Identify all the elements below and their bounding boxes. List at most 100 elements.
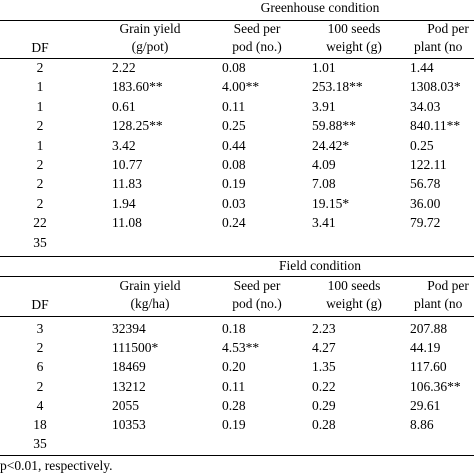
field-header-seed-weight-line2: weight (g) [326, 296, 382, 311]
cell-seed-weight: 0.28 [312, 417, 336, 432]
cell-pod-per-plant: 56.78 [410, 176, 441, 192]
cell-df: 1 [36, 98, 44, 114]
greenhouse-header-grain-yield-line2: (g/pot) [131, 39, 169, 54]
footnote: p<0.01, respectively. [0, 458, 113, 473]
cell-df: 35 [33, 436, 47, 452]
cell-seed-per-pod: 0.20 [222, 359, 246, 375]
cell-grain-yield: 2055 [112, 397, 139, 413]
cell-df: 2 [36, 157, 44, 172]
cell-df: 2 [36, 118, 44, 134]
greenhouse-header-df: DF [31, 40, 49, 55]
cell-grain-yield: 18469 [112, 359, 146, 375]
cell-pod-per-plant: 29.61 [410, 397, 441, 413]
cell-seed-weight: 59.88** [312, 118, 356, 134]
greenhouse-header-seed-weight-line2: weight (g) [326, 39, 382, 54]
cell-seed-weight: 0.29 [312, 397, 336, 413]
cell-pod-per-plant: 117.60 [410, 359, 447, 375]
cell-seed-per-pod: 0.24 [222, 215, 246, 231]
cell-seed-weight: 253.18** [312, 79, 363, 95]
cell-df: 2 [36, 340, 44, 356]
cell-grain-yield: 2.22 [112, 60, 136, 75]
cell-seed-per-pod: 0.11 [222, 378, 246, 394]
cell-seed-per-pod: 0.25 [222, 118, 246, 134]
cell-df: 2 [36, 378, 44, 394]
cell-pod-per-plant: 840.11** [410, 118, 461, 134]
field-title: Field condition [278, 258, 362, 273]
cell-pod-per-plant: 1308.03* [410, 79, 461, 95]
cell-df: 2 [36, 195, 44, 211]
cell-seed-weight: 3.91 [312, 98, 336, 114]
cell-seed-weight: 4.09 [312, 157, 336, 172]
field-header-grain-yield-line1: Grain yield [119, 278, 181, 293]
cell-seed-per-pod: 0.44 [222, 137, 246, 153]
cell-grain-yield: 183.60** [112, 79, 163, 95]
cell-pod-per-plant: 122.11 [410, 157, 447, 172]
field-header-seed-weight-line1: 100 seeds [327, 278, 381, 293]
cell-pod-per-plant: 0.25 [410, 137, 434, 153]
field-header-pod-per-plant-line2: plant (no [414, 296, 463, 311]
cell-pod-per-plant: 36.00 [410, 195, 441, 211]
field-header-rule [0, 316, 474, 317]
cell-grain-yield: 1.94 [112, 195, 136, 211]
cell-pod-per-plant: 44.19 [410, 340, 441, 356]
cell-grain-yield: 13212 [112, 378, 146, 394]
cell-seed-weight: 3.41 [312, 215, 336, 231]
cell-df: 6 [36, 359, 44, 375]
cell-df: 2 [36, 176, 44, 192]
greenhouse-title: Greenhouse condition [260, 0, 380, 15]
cell-seed-per-pod: 0.18 [222, 321, 246, 336]
cell-pod-per-plant: 207.88 [410, 321, 448, 336]
cell-pod-per-plant: 8.86 [410, 417, 434, 432]
field-header-seed-per-pod-line2: pod (no.) [232, 296, 282, 311]
greenhouse-header-pod-per-plant-line2: plant (no [414, 39, 463, 54]
greenhouse-header-seed-per-pod-line1: Seed per [233, 21, 281, 36]
field-header-df: DF [31, 297, 49, 312]
cell-seed-weight: 2.23 [312, 321, 336, 336]
cell-grain-yield: 3.42 [112, 137, 136, 153]
greenhouse-header-pod-per-plant-line1: Pod per [427, 21, 469, 36]
cell-df: 3 [36, 321, 44, 336]
cell-seed-weight: 1.01 [312, 60, 336, 75]
cell-seed-weight: 19.15* [312, 195, 350, 211]
field-bottom-rule [0, 455, 474, 456]
cell-seed-per-pod: 0.19 [222, 176, 246, 192]
cell-seed-per-pod: 4.00** [222, 79, 260, 95]
field-header-pod-per-plant-line1: Pod per [427, 278, 469, 293]
cell-seed-per-pod: 0.08 [222, 157, 246, 172]
field-header-seed-per-pod-line1: Seed per [233, 278, 281, 293]
cell-seed-per-pod: 4.53** [222, 340, 260, 356]
cell-df: 1 [36, 137, 44, 153]
cell-seed-weight: 7.08 [312, 176, 336, 192]
greenhouse-title-rule [0, 20, 474, 21]
cell-df: 4 [36, 397, 44, 413]
cell-grain-yield: 0.61 [112, 98, 136, 114]
cell-pod-per-plant: 106.36** [410, 378, 461, 394]
cell-seed-per-pod: 0.11 [222, 98, 246, 114]
cell-grain-yield: 10.77 [112, 157, 143, 172]
cell-seed-per-pod: 0.19 [222, 417, 246, 432]
greenhouse-header-seed-per-pod-line2: pod (no.) [232, 39, 282, 54]
field-header-grain-yield-line2: (kg/ha) [130, 296, 170, 311]
greenhouse-header-rule [0, 58, 474, 59]
cell-seed-per-pod: 0.28 [222, 397, 246, 413]
cell-pod-per-plant: 1.44 [410, 60, 434, 75]
cell-df: 2 [36, 60, 44, 75]
cell-seed-weight: 4.27 [312, 340, 336, 356]
cell-grain-yield: 11.83 [112, 176, 142, 192]
cell-df: 18 [33, 417, 47, 432]
field-top-rule [0, 256, 474, 257]
cell-grain-yield: 10353 [112, 417, 146, 432]
cell-grain-yield: 111500* [112, 340, 159, 356]
cell-df: 35 [33, 234, 47, 250]
cell-seed-per-pod: 0.03 [222, 195, 246, 211]
cell-df: 22 [33, 215, 47, 231]
cell-seed-weight: 0.22 [312, 378, 336, 394]
cell-grain-yield: 128.25** [112, 118, 163, 134]
cell-seed-weight: 1.35 [312, 359, 336, 375]
cell-seed-per-pod: 0.08 [222, 60, 246, 75]
cell-pod-per-plant: 79.72 [410, 215, 441, 231]
field-title-rule [0, 276, 474, 277]
cell-df: 1 [36, 79, 44, 95]
cell-seed-weight: 24.42* [312, 137, 350, 153]
cell-pod-per-plant: 34.03 [410, 98, 441, 114]
